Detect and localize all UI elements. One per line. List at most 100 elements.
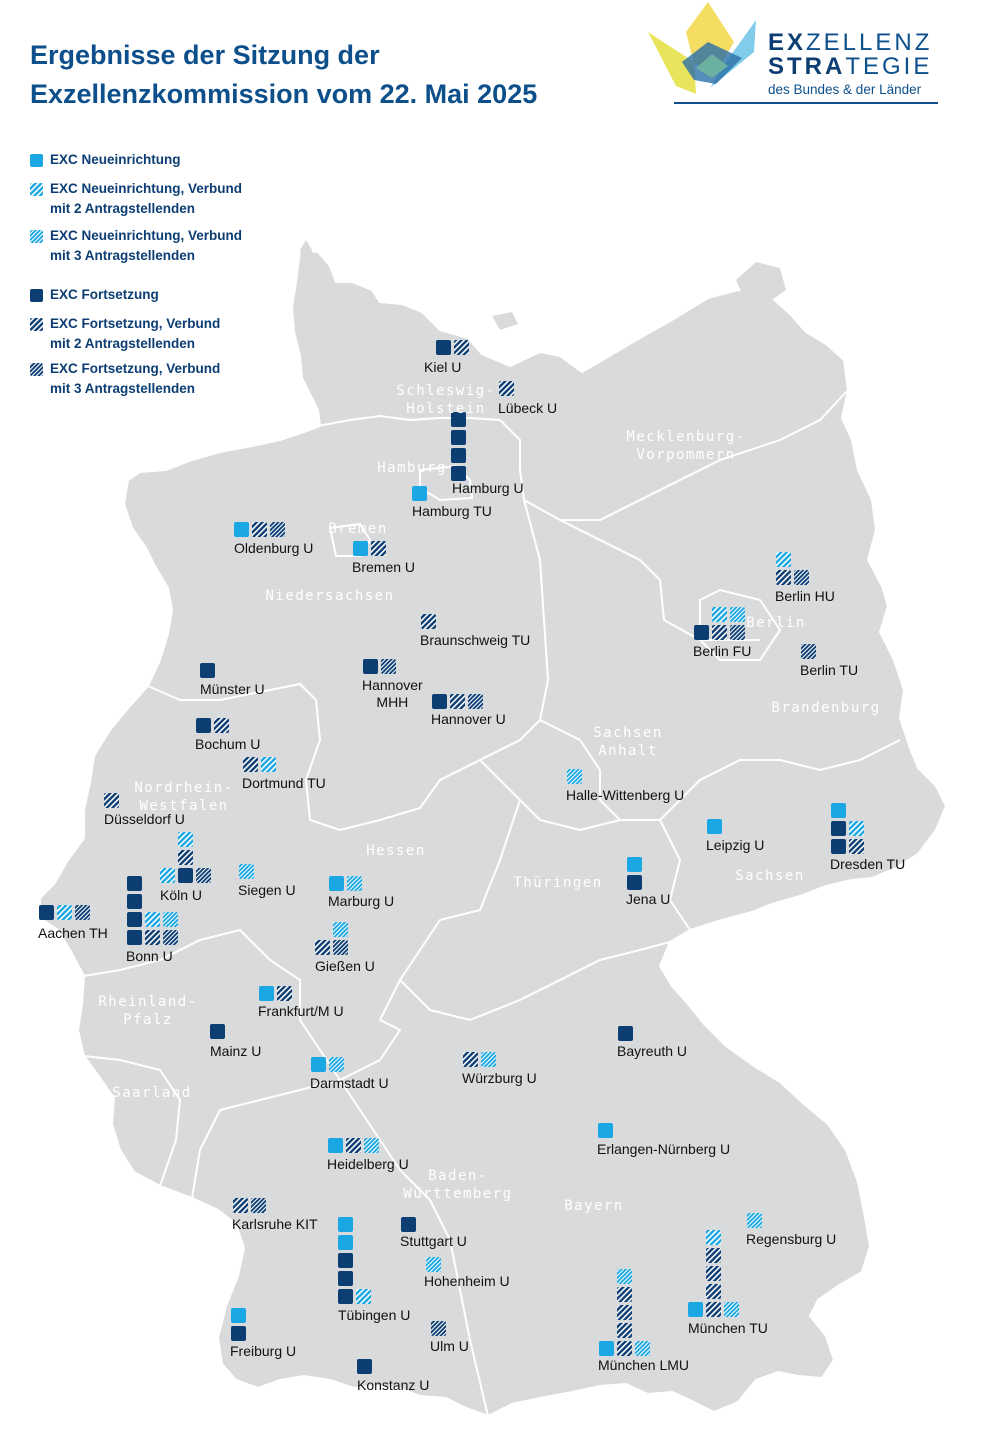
state-label: Mecklenburg- Vorpommern [626, 429, 746, 463]
university-marker [200, 663, 215, 678]
university-label: Halle-Wittenberg U [566, 787, 685, 803]
germany-outline [39, 248, 948, 1418]
university-label: Würzburg U [462, 1070, 537, 1086]
university-label: Konstanz U [357, 1377, 430, 1393]
cluster-marker-fort2 [706, 1248, 721, 1263]
cluster-marker-neu3 [329, 1057, 344, 1072]
cluster-marker-fort3 [730, 625, 745, 640]
logo-line-3: des Bundes & der Länder [768, 82, 922, 97]
logo-line-1a: EX [768, 29, 807, 56]
university-marker [328, 1138, 379, 1153]
university-label: Bonn U [126, 948, 173, 964]
cluster-marker-fort2 [617, 1341, 632, 1356]
cluster-marker-fort [178, 868, 193, 883]
university-label: Berlin TU [800, 662, 859, 678]
cluster-marker-neu [328, 1138, 343, 1153]
university-markers [39, 340, 864, 1374]
university-marker [357, 1359, 372, 1374]
university-label: Darmstadt U [310, 1075, 389, 1091]
university-marker [598, 1123, 613, 1138]
legend-label: EXC Neueinrichtung, Verbund [50, 181, 243, 196]
cluster-marker-fort [432, 694, 447, 709]
cluster-marker-fort2 [104, 793, 119, 808]
legend-item-neu: EXC Neueinrichtung [50, 150, 181, 170]
university-label: Heidelberg U [327, 1156, 409, 1172]
university-label: München LMU [598, 1357, 690, 1373]
cluster-marker-fort2 [849, 839, 864, 854]
university-marker [694, 607, 745, 640]
cluster-marker-neu [688, 1302, 703, 1317]
cluster-marker-fort2 [712, 625, 727, 640]
cluster-marker-fort3 [196, 868, 211, 883]
cluster-marker-neu3 [481, 1052, 496, 1067]
legend-item-fort3: EXC Fortsetzung, Verbund mit 3 Antragstel… [50, 359, 220, 399]
legend-label: EXC Neueinrichtung, Verbund [50, 228, 243, 243]
cluster-marker-fort2 [463, 1052, 478, 1067]
university-marker [707, 819, 722, 834]
university-label: Stuttgart U [400, 1233, 467, 1249]
state-label: Schleswig- Holstein [396, 383, 496, 417]
cluster-marker-fort3 [801, 644, 816, 659]
cluster-marker-fort3 [794, 570, 809, 585]
university-label: Aachen TH [38, 925, 108, 941]
cluster-marker-fort2 [617, 1287, 632, 1302]
legend-swatch-neu2 [30, 183, 43, 196]
university-label: Dortmund TU [242, 775, 326, 791]
logo-line-2a: STRA [768, 53, 846, 80]
university-marker [259, 986, 292, 1001]
cluster-marker-neu3 [239, 864, 254, 879]
university-marker [243, 757, 276, 772]
cluster-marker-neu2 [160, 868, 175, 883]
legend-swatch-fort [30, 289, 43, 302]
university-label: Hohenheim U [424, 1273, 510, 1289]
university-marker [432, 694, 483, 709]
cluster-marker-fort2 [233, 1198, 248, 1213]
logo: EXZELLENZ STRATEGIE des Bundes & der Län… [640, 0, 950, 110]
cluster-marker-fort3 [163, 930, 178, 945]
cluster-marker-fort [338, 1289, 353, 1304]
university-label: Bremen U [352, 559, 416, 575]
cluster-marker-neu3 [635, 1341, 650, 1356]
state-label: Niedersachsen [265, 588, 395, 604]
cluster-marker-fort [831, 821, 846, 836]
university-marker [104, 793, 119, 808]
university-marker [233, 1198, 266, 1213]
cluster-marker-fort2 [499, 381, 514, 396]
cluster-marker-neu [338, 1235, 353, 1250]
state-label: Sachsen [735, 868, 805, 884]
state-label: Bayern [564, 1198, 624, 1214]
university-label: Jena U [626, 891, 671, 907]
ruegen-island [736, 262, 786, 304]
cluster-marker-neu [329, 876, 344, 891]
legend-label-cont: mit 2 Antragstellenden [50, 336, 196, 351]
cluster-marker-neu3 [567, 769, 582, 784]
cluster-marker-fort2 [706, 1284, 721, 1299]
cluster-marker-fort3 [270, 522, 285, 537]
cluster-marker-fort3 [431, 1321, 446, 1336]
university-label: Oldenburg U [234, 540, 314, 556]
university-label: Karlsruhe KIT [232, 1216, 318, 1232]
cluster-marker-fort2 [214, 718, 229, 733]
cluster-marker-neu3 [730, 607, 745, 622]
cluster-marker-neu3 [347, 876, 362, 891]
fehmarn-island [492, 312, 518, 330]
cluster-marker-fort [231, 1326, 246, 1341]
university-label: Kiel U [424, 359, 462, 375]
university-marker [315, 922, 348, 955]
cluster-marker-neu2 [849, 821, 864, 836]
university-label: Mainz U [210, 1043, 262, 1059]
cluster-marker-fort2 [178, 850, 193, 865]
cluster-marker-fort [451, 430, 466, 445]
cluster-marker-neu [311, 1057, 326, 1072]
logo-underline [674, 102, 938, 104]
university-label: München TU [688, 1320, 768, 1336]
state-label: Hamburg [377, 460, 447, 476]
cluster-marker-fort [127, 876, 142, 891]
cluster-marker-fort2 [315, 940, 330, 955]
university-label: Marburg U [328, 893, 395, 909]
university-label: Ulm U [430, 1338, 469, 1354]
university-label: Leipzig U [706, 837, 765, 853]
legend-swatch-fort3 [30, 363, 43, 376]
university-marker [231, 1308, 246, 1341]
